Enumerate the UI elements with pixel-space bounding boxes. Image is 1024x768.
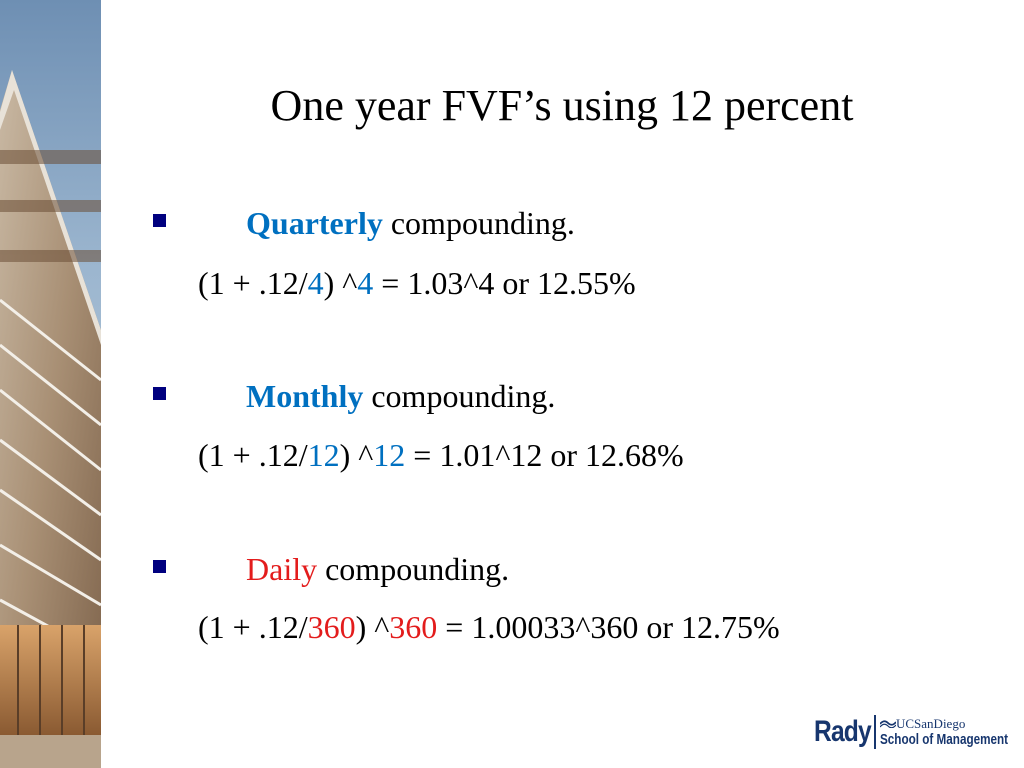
formula-periods: 4	[307, 265, 324, 301]
logo-school-text: School of Management	[880, 731, 1009, 748]
square-bullet-icon	[153, 387, 166, 401]
square-bullet-icon	[153, 214, 166, 228]
formula-result: = 1.03^4 or 12.55%	[373, 265, 636, 301]
logo-divider	[874, 715, 876, 749]
formula-exponent: 360	[389, 609, 438, 645]
bullet-keyword: Monthly	[246, 378, 364, 414]
bullet-daily: Daily compounding.	[153, 551, 509, 588]
bullet-keyword: Quarterly	[246, 205, 383, 241]
formula-prefix: (1 + .12/	[198, 437, 308, 473]
rady-logo: Rady UCSanDiego School of Management	[814, 714, 1024, 750]
bullet-monthly: Monthly compounding.	[153, 378, 555, 415]
formula-mid: ) ^	[339, 437, 374, 473]
bullet-text: compounding.	[317, 551, 510, 587]
formula-daily: (1 + .12/360) ^360 = 1.00033^360 or 12.7…	[198, 609, 780, 646]
formula-periods: 12	[307, 437, 340, 473]
bullet-quarterly: Quarterly compounding.	[153, 205, 575, 242]
formula-prefix: (1 + .12/	[198, 609, 308, 645]
wave-icon	[880, 720, 896, 728]
building-photo	[0, 0, 101, 768]
formula-monthly: (1 + .12/12) ^12 = 1.01^12 or 12.68%	[198, 437, 684, 474]
formula-exponent: 4	[357, 265, 374, 301]
bullet-text: compounding.	[382, 205, 575, 241]
formula-exponent: 12	[373, 437, 406, 473]
bullet-keyword: Daily	[246, 551, 318, 587]
formula-mid: ) ^	[355, 609, 390, 645]
bullet-text: compounding.	[363, 378, 556, 414]
formula-result: = 1.01^12 or 12.68%	[405, 437, 684, 473]
logo-ucsd: UCSanDiego	[880, 717, 1024, 730]
formula-prefix: (1 + .12/	[198, 265, 308, 301]
formula-result: = 1.00033^360 or 12.75%	[437, 609, 780, 645]
formula-quarterly: (1 + .12/4) ^4 = 1.03^4 or 12.55%	[198, 265, 636, 302]
formula-periods: 360	[307, 609, 356, 645]
square-bullet-icon	[153, 560, 166, 574]
formula-mid: ) ^	[323, 265, 358, 301]
logo-university-text: UCSanDiego	[896, 716, 966, 731]
slide-title: One year FVF’s using 12 percent	[270, 81, 854, 130]
logo-rady-text: Rady	[814, 715, 872, 748]
